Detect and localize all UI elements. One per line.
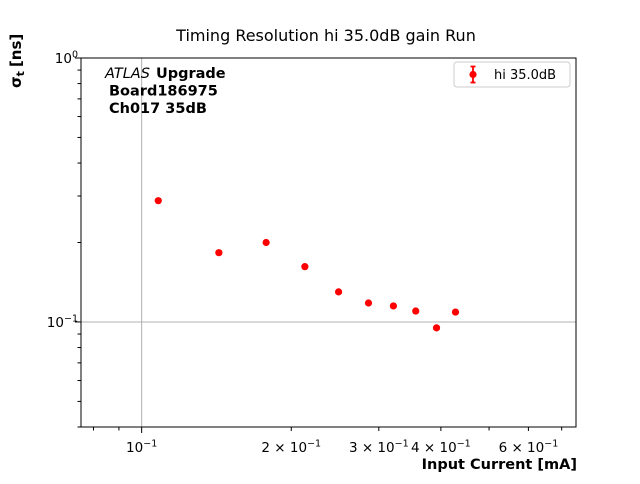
data-point (389, 302, 398, 310)
chart-title: Timing Resolution hi 35.0dB gain Run (175, 26, 476, 45)
grid-layer (81, 58, 576, 427)
data-series-layer (154, 197, 460, 332)
y-axis-label-sub: t (14, 71, 27, 76)
annotation-experiment: ATLAS (104, 66, 150, 82)
x-tick-label: 2 × 10−1 (261, 439, 321, 457)
data-point (215, 249, 223, 257)
y-axis-label: σt [ns] (7, 34, 27, 88)
data-point (364, 299, 373, 307)
data-point (154, 197, 162, 205)
y-tick-label: 100 (55, 50, 78, 68)
legend-errorbar-icon (469, 65, 477, 84)
annotation-upgrade: Upgrade (156, 66, 226, 82)
y-axis-label-sigma: σ (7, 76, 25, 88)
x-tick-label: 4 × 10−1 (411, 439, 471, 457)
annotation-block: ATLAS Upgrade Board186975 Ch017 35dB (104, 66, 226, 117)
legend-label: hi 35.0dB (494, 68, 556, 83)
data-point (412, 307, 420, 315)
tick-layer: 10−1 2 × 10−1 3 × 10−1 4 × 10−1 6 × 10−1 100 1… (47, 50, 563, 457)
legend-box (453, 61, 571, 88)
data-point (334, 288, 343, 296)
annotation-channel: Ch017 35dB (109, 101, 207, 117)
y-tick-label: 10−1 (47, 313, 78, 331)
legend: hi 35.0dB (453, 61, 571, 88)
x-tick-label: 10−1 (126, 439, 157, 457)
x-axis-label: Input Current [mA] (422, 457, 577, 473)
data-point (451, 308, 460, 316)
data-point (432, 324, 441, 332)
data-point (262, 238, 270, 247)
svg-text:σt[ns]: σt [ns] (7, 34, 27, 88)
x-tick-label: 3 × 10−1 (349, 439, 409, 457)
x-tick-label: 6 × 10−1 (499, 439, 559, 457)
y-axis-label-units: [ns] (7, 34, 25, 67)
annotation-board: Board186975 (109, 84, 218, 100)
data-point (301, 263, 309, 271)
